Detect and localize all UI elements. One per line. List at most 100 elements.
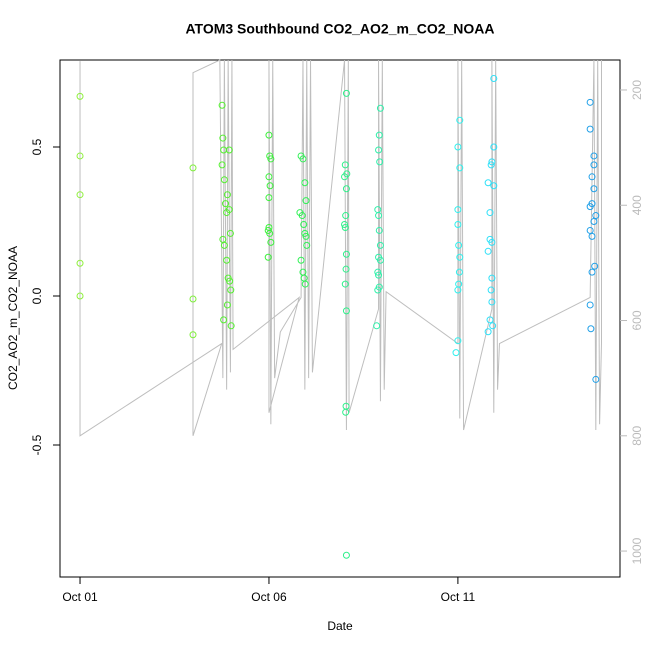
x-tick-label: Oct 01	[62, 590, 98, 604]
point	[301, 280, 309, 288]
x-tick-label: Oct 06	[251, 590, 287, 604]
point	[76, 92, 84, 100]
point	[341, 173, 349, 181]
point	[267, 155, 275, 163]
point	[488, 158, 496, 166]
point	[488, 274, 496, 282]
x-axis-label: Date	[327, 619, 353, 633]
y-tick-label: -0.5	[30, 434, 44, 455]
point	[374, 286, 382, 294]
point	[590, 218, 598, 226]
chart-title: ATOM3 Southbound CO2_AO2_m_CO2_NOAA	[185, 21, 494, 37]
point	[227, 322, 235, 330]
point	[456, 116, 464, 124]
point	[300, 220, 308, 228]
point	[222, 200, 230, 208]
point	[588, 232, 596, 240]
point	[588, 268, 596, 276]
point	[454, 337, 462, 345]
point	[375, 131, 383, 139]
point	[376, 241, 384, 249]
point	[590, 152, 598, 160]
point	[219, 235, 227, 243]
y-tick-label: 0.5	[30, 138, 44, 155]
point	[267, 238, 275, 246]
point	[342, 551, 350, 559]
point	[301, 229, 309, 237]
point	[342, 212, 350, 220]
point	[456, 253, 464, 261]
point	[265, 131, 273, 139]
point	[455, 268, 463, 276]
point	[298, 212, 306, 220]
point	[586, 125, 594, 133]
point	[220, 241, 228, 249]
point	[220, 316, 228, 324]
point	[265, 173, 273, 181]
point	[227, 286, 235, 294]
point	[342, 265, 350, 273]
y2-tick-label: 200	[630, 80, 644, 100]
point	[264, 253, 272, 261]
point	[376, 104, 384, 112]
pressure-line	[79, 59, 602, 437]
point	[341, 161, 349, 169]
point	[487, 161, 495, 169]
point	[218, 161, 226, 169]
point	[452, 349, 460, 357]
point	[375, 226, 383, 234]
point	[266, 152, 274, 160]
point	[76, 259, 84, 267]
point	[223, 301, 231, 309]
point	[586, 98, 594, 106]
point	[266, 182, 274, 190]
point	[302, 197, 310, 205]
point	[342, 408, 350, 416]
point	[299, 155, 307, 163]
point	[490, 143, 498, 151]
point	[226, 229, 234, 237]
point	[588, 173, 596, 181]
point	[342, 185, 350, 193]
point	[484, 179, 492, 187]
point	[373, 322, 381, 330]
point	[374, 268, 382, 276]
y-tick-label: 0.0	[30, 287, 44, 304]
point	[302, 232, 310, 240]
point	[341, 220, 349, 228]
point	[266, 229, 274, 237]
point	[76, 292, 84, 300]
plot-frame	[59, 59, 621, 578]
point	[301, 179, 309, 187]
point	[590, 185, 598, 193]
point	[342, 89, 350, 97]
point	[218, 101, 226, 109]
point	[486, 209, 494, 217]
point	[454, 220, 462, 228]
point	[297, 256, 305, 264]
point	[374, 206, 382, 214]
point	[592, 375, 600, 383]
point	[223, 256, 231, 264]
point	[488, 298, 496, 306]
point	[226, 277, 234, 285]
point	[591, 262, 599, 270]
point	[375, 271, 383, 279]
point	[189, 164, 197, 172]
point	[489, 322, 497, 330]
point	[490, 182, 498, 190]
point	[341, 280, 349, 288]
point	[375, 212, 383, 220]
point	[488, 238, 496, 246]
point	[586, 226, 594, 234]
y2-tick-label: 600	[630, 310, 644, 330]
point	[456, 164, 464, 172]
point	[341, 223, 349, 231]
point	[454, 143, 462, 151]
y-axis-label: CO2_AO2_m_CO2_NOAA	[6, 246, 20, 390]
point	[592, 212, 600, 220]
point	[189, 295, 197, 303]
point	[487, 286, 495, 294]
